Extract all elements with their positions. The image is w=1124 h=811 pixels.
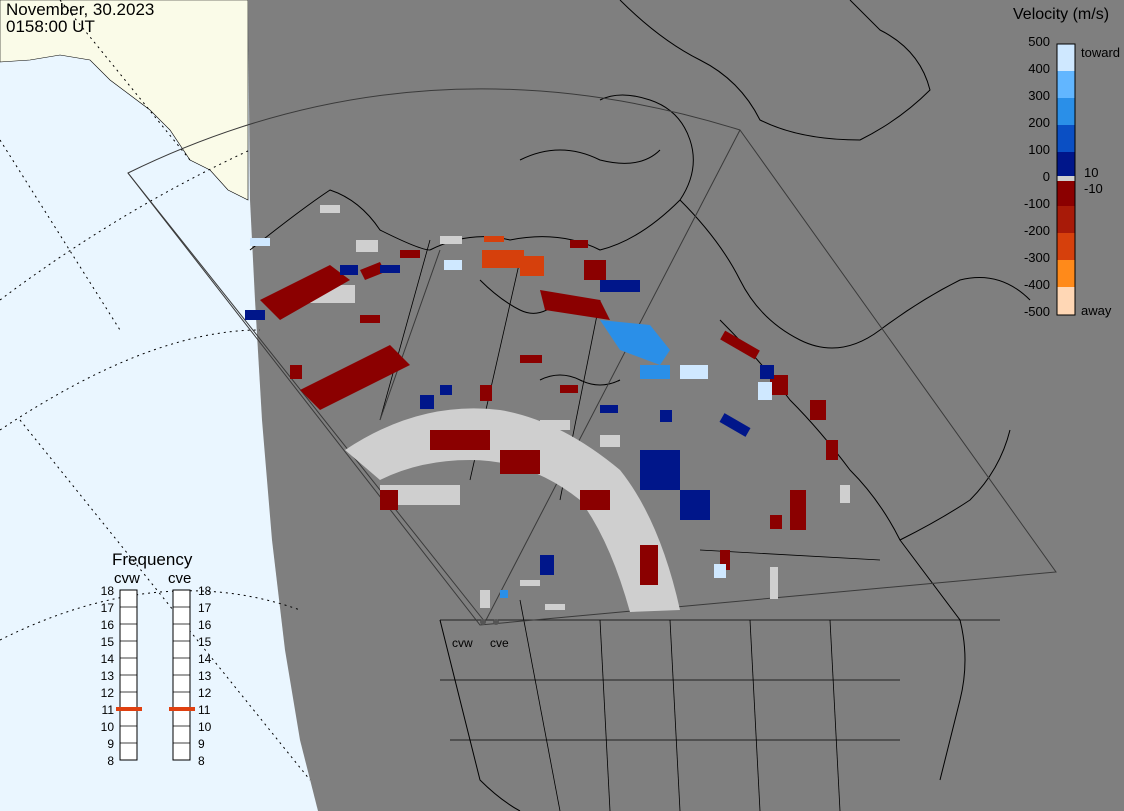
frequency-tick-right-12: 12 xyxy=(198,686,212,700)
radar-site-marker-cve xyxy=(493,619,499,625)
colorbar-tick-6: -100 xyxy=(1023,196,1050,211)
site-label-cvw: cvw xyxy=(452,636,473,650)
frequency-indicator-cve xyxy=(169,707,195,711)
colorbar-tick-5: 0 xyxy=(1042,169,1050,184)
colorbar-tick-4: 100 xyxy=(1028,142,1050,157)
ground-scatter-cells xyxy=(310,205,850,612)
frequency-tick-left-14: 14 xyxy=(100,652,114,666)
strong-toward-cells xyxy=(500,320,670,598)
colorbar-tick-10: -500 xyxy=(1023,304,1050,319)
frequency-radar-label-cve: cve xyxy=(168,570,192,587)
colorbar-tick-9: -400 xyxy=(1023,277,1050,292)
frequency-tick-right-16: 16 xyxy=(198,618,212,632)
radar-site-marker-cvw xyxy=(480,619,486,625)
frequency-tick-left-10: 10 xyxy=(100,720,114,734)
frequency-tick-left-12: 12 xyxy=(100,686,114,700)
colorbar-threshold-pos: 10 xyxy=(1084,165,1099,180)
coastlines xyxy=(249,0,1031,811)
frequency-tick-right-10: 10 xyxy=(198,720,212,734)
frequency-tick-left-11: 11 xyxy=(101,703,114,717)
frequency-tick-right-9: 9 xyxy=(198,737,205,751)
frequency-gridlines xyxy=(120,606,190,744)
date-label: November, 30.2023 xyxy=(6,0,155,19)
daylight-land xyxy=(0,0,249,201)
light-toward-cells xyxy=(250,238,772,578)
colorbar-tick-8: -300 xyxy=(1023,250,1050,265)
frequency-indicators xyxy=(116,589,195,761)
frequency-tick-right-11: 11 xyxy=(198,703,211,717)
colorbar-title: Velocity (m/s) xyxy=(1013,6,1110,23)
frequency-tick-left-15: 15 xyxy=(100,635,114,649)
frequency-tick-left-8: 8 xyxy=(107,754,114,768)
frequency-tick-right-13: 13 xyxy=(198,669,212,683)
colorbar-away-label: away xyxy=(1081,303,1112,318)
velocity-colorbar xyxy=(1056,43,1076,316)
frequency-tick-right-17: 17 xyxy=(198,601,212,615)
colorbar-tick-3: 200 xyxy=(1028,115,1050,130)
frequency-indicator-cvw xyxy=(116,707,142,711)
night-shaded-region xyxy=(248,0,1124,811)
frequency-tick-left-17: 17 xyxy=(100,601,114,615)
away-velocity-cells xyxy=(260,240,838,585)
frequency-tick-right-8: 8 xyxy=(198,754,205,768)
colorbar-threshold-neg: -10 xyxy=(1084,181,1103,196)
frequency-title: Frequency xyxy=(112,550,193,569)
frequency-tick-right-18: 18 xyxy=(198,584,212,598)
toward-velocity-cells xyxy=(245,265,774,575)
lat-lon-grid xyxy=(0,0,311,781)
site-label-cve: cve xyxy=(490,636,509,650)
colorbar-tick-2: 300 xyxy=(1028,88,1050,103)
time-label: 0158:00 UT xyxy=(6,17,95,36)
frequency-tick-right-14: 14 xyxy=(198,652,212,666)
strong-away-cells xyxy=(482,236,544,276)
frequency-tick-right-15: 15 xyxy=(198,635,212,649)
frequency-radar-label-cvw: cvw xyxy=(114,570,140,587)
colorbar-toward-label: toward xyxy=(1081,45,1121,60)
colorbar-tick-1: 400 xyxy=(1028,61,1050,76)
political-borders xyxy=(379,239,1000,811)
colorbar-tick-0: 500 xyxy=(1028,34,1050,49)
colorbar-tick-7: -200 xyxy=(1023,223,1050,238)
frequency-tick-left-13: 13 xyxy=(100,669,114,683)
frequency-tick-left-9: 9 xyxy=(107,737,114,751)
frequency-tick-left-18: 18 xyxy=(100,584,114,598)
frequency-tick-left-16: 16 xyxy=(100,618,114,632)
